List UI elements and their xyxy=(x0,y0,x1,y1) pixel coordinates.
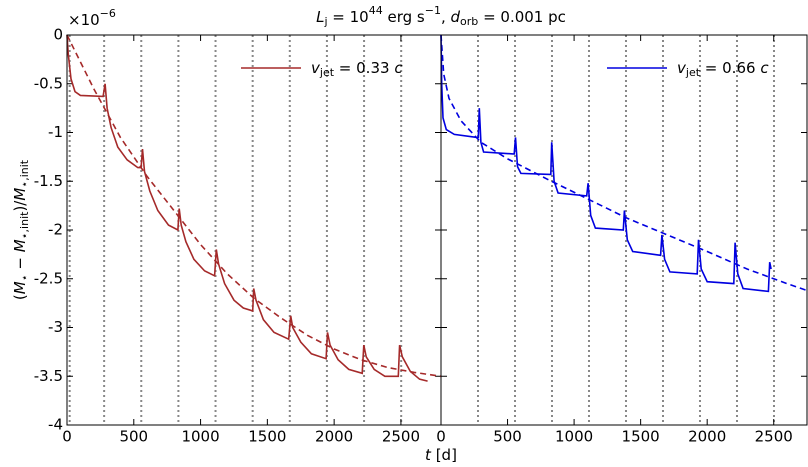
legend-label-part: c xyxy=(760,59,769,77)
y-axis-label-part: ⋆,init xyxy=(18,211,31,239)
legend-label: vjet = 0.66 c xyxy=(677,59,769,80)
y-tick-label: -2 xyxy=(48,221,63,239)
x-tick-label: 2500 xyxy=(382,428,420,446)
y-axis-label-part: M xyxy=(11,188,29,201)
x-axis-label-part: t xyxy=(425,446,432,464)
x-tick-label: 1000 xyxy=(555,428,593,446)
data-line xyxy=(440,34,772,293)
chart-title-part: j xyxy=(323,15,327,28)
y-tick-label: -2.5 xyxy=(34,269,63,287)
y-axis-label-part: ⋆,init xyxy=(18,159,31,187)
offset-label-part: −6 xyxy=(100,7,116,20)
x-tick-label: 2000 xyxy=(688,428,726,446)
legend-label-part: jet xyxy=(685,66,701,79)
x-tick-label: 500 xyxy=(119,428,148,446)
legend-label-part: c xyxy=(394,59,403,77)
y-axis-label-part: ⋆ xyxy=(18,274,31,281)
plot-frame xyxy=(440,34,808,426)
x-tick-label: 0 xyxy=(62,428,72,446)
y-tick-label: -1 xyxy=(48,123,63,141)
data-line xyxy=(66,34,428,382)
x-axis-label-part: [d] xyxy=(431,446,457,464)
y-axis-label-part: M xyxy=(11,239,29,252)
chart-title-part: 44 xyxy=(369,4,383,17)
chart-title: Lj = 1044 erg s−1, dorb = 0.001 pc xyxy=(316,4,566,28)
y-axis-label-part: − xyxy=(11,252,29,274)
legend-label-part: = 0.33 xyxy=(334,59,394,77)
chart-title-part: −1 xyxy=(425,4,441,17)
y-tick-label: -4 xyxy=(48,416,63,434)
legend-label: vjet = 0.33 c xyxy=(311,59,403,80)
x-tick-label: 2000 xyxy=(315,428,353,446)
y-tick-label: 0 xyxy=(53,26,63,44)
y-tick-label: -3 xyxy=(48,318,63,336)
y-tick-label: -1.5 xyxy=(34,172,63,190)
legend-label-part: = 0.66 xyxy=(700,59,760,77)
offset-label-part: ×10 xyxy=(68,11,100,29)
x-tick-label: 2500 xyxy=(755,428,793,446)
offset-label: ×10−6 xyxy=(68,7,116,29)
chart-title-part: = 0.001 pc xyxy=(478,8,566,26)
legend-label-part: jet xyxy=(319,66,335,79)
legend-label-part: v xyxy=(311,59,321,77)
chart-title-part: = 10 xyxy=(328,8,369,26)
y-axis-label: (M⋆ − M⋆,init)/M⋆,init xyxy=(11,159,32,300)
x-axis-label: t [d] xyxy=(425,446,457,464)
chart-title-part: L xyxy=(316,8,324,26)
chart-title-part: erg s xyxy=(383,8,425,26)
legend-label-part: v xyxy=(677,59,687,77)
y-tick-label: -0.5 xyxy=(34,74,63,92)
x-tick-label: 1500 xyxy=(622,428,660,446)
y-axis-label-part: )/ xyxy=(11,200,29,212)
x-tick-label: 0 xyxy=(436,428,446,446)
chart-title-part: , xyxy=(441,8,451,26)
chart-title-part: d xyxy=(451,8,461,26)
x-tick-label: 500 xyxy=(493,428,522,446)
fit-line xyxy=(66,34,442,378)
x-tick-label: 1000 xyxy=(181,428,219,446)
y-axis-label-part: ( xyxy=(11,294,29,300)
chart-title-part: orb xyxy=(460,15,478,28)
y-axis-label-part: M xyxy=(11,281,29,294)
x-tick-label: 1500 xyxy=(248,428,286,446)
y-tick-label: -3.5 xyxy=(34,367,63,385)
